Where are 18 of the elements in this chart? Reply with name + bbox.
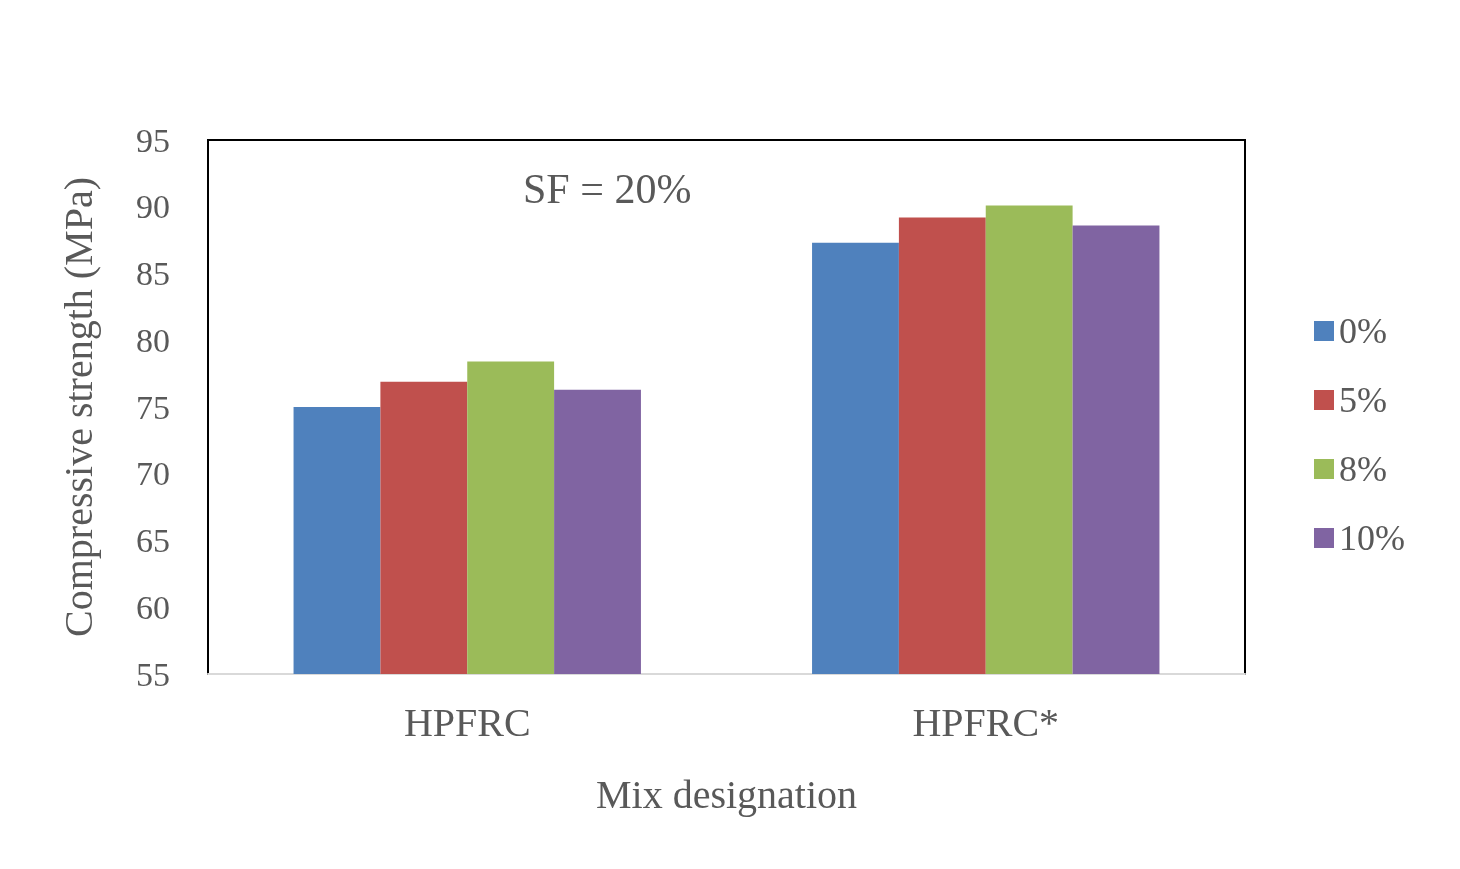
x-tick-label: HPFRC [403,699,531,745]
y-tick-label: 60 [136,588,170,626]
y-tick-label: 65 [136,522,170,559]
y-tick-label: 75 [136,388,170,426]
x-axis-title: Mix designation [595,771,858,817]
x-tick-label: HPFRC* [912,699,1060,745]
y-tick-label: 70 [136,455,170,493]
y-tick-label: 55 [136,655,170,693]
y-axis-title: Compressive strength (MPa) [55,177,101,637]
y-tick-label: 80 [136,321,170,359]
y-tick-label: 95 [136,121,170,159]
legend-label: 5% [1339,380,1388,420]
y-tick-label: 90 [136,188,170,226]
legend-label: 10% [1339,518,1406,558]
y-tick-label: 85 [136,255,170,292]
annotation: SF = 20% [523,166,692,212]
legend-label: 8% [1339,449,1388,489]
legend-label: 0% [1339,311,1388,351]
